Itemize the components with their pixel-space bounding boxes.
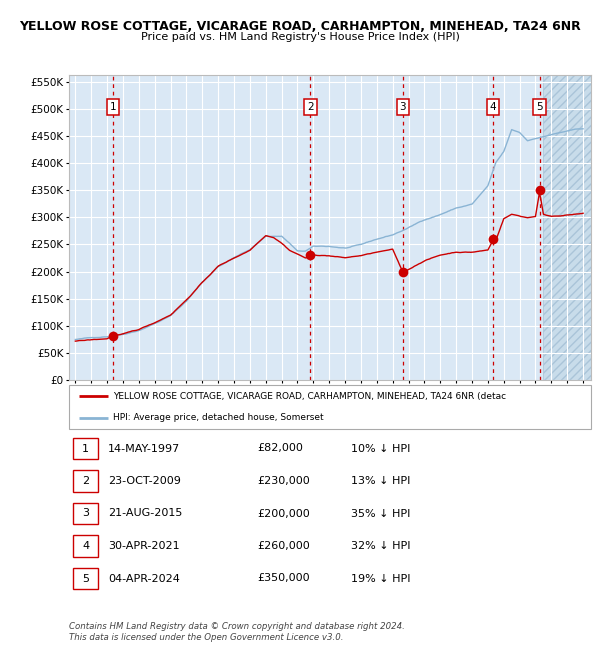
Text: 3: 3 bbox=[82, 508, 89, 519]
FancyBboxPatch shape bbox=[73, 471, 98, 491]
Text: 13% ↓ HPI: 13% ↓ HPI bbox=[351, 476, 410, 486]
FancyBboxPatch shape bbox=[73, 438, 98, 459]
Text: £82,000: £82,000 bbox=[257, 443, 303, 454]
Text: 4: 4 bbox=[82, 541, 89, 551]
Text: £230,000: £230,000 bbox=[257, 476, 310, 486]
Text: 32% ↓ HPI: 32% ↓ HPI bbox=[351, 541, 410, 551]
Text: 3: 3 bbox=[400, 102, 406, 112]
Text: 2: 2 bbox=[82, 476, 89, 486]
Bar bbox=[544, 75, 591, 380]
Text: 14-MAY-1997: 14-MAY-1997 bbox=[108, 443, 181, 454]
Text: 5: 5 bbox=[536, 102, 543, 112]
Text: 30-APR-2021: 30-APR-2021 bbox=[108, 541, 180, 551]
Text: Price paid vs. HM Land Registry's House Price Index (HPI): Price paid vs. HM Land Registry's House … bbox=[140, 32, 460, 42]
Text: 04-APR-2024: 04-APR-2024 bbox=[108, 573, 180, 584]
Text: 21-AUG-2015: 21-AUG-2015 bbox=[108, 508, 182, 519]
Text: £260,000: £260,000 bbox=[257, 541, 310, 551]
FancyBboxPatch shape bbox=[73, 568, 98, 589]
Text: 2: 2 bbox=[307, 102, 314, 112]
Text: 1: 1 bbox=[82, 443, 89, 454]
Text: 4: 4 bbox=[490, 102, 496, 112]
Text: 23-OCT-2009: 23-OCT-2009 bbox=[108, 476, 181, 486]
FancyBboxPatch shape bbox=[69, 385, 591, 429]
Text: £200,000: £200,000 bbox=[257, 508, 310, 519]
Text: YELLOW ROSE COTTAGE, VICARAGE ROAD, CARHAMPTON, MINEHEAD, TA24 6NR (detac: YELLOW ROSE COTTAGE, VICARAGE ROAD, CARH… bbox=[113, 392, 506, 401]
Text: 5: 5 bbox=[82, 573, 89, 584]
Text: 10% ↓ HPI: 10% ↓ HPI bbox=[351, 443, 410, 454]
Text: 35% ↓ HPI: 35% ↓ HPI bbox=[351, 508, 410, 519]
Text: HPI: Average price, detached house, Somerset: HPI: Average price, detached house, Some… bbox=[113, 413, 324, 423]
Text: 19% ↓ HPI: 19% ↓ HPI bbox=[351, 573, 410, 584]
Text: Contains HM Land Registry data © Crown copyright and database right 2024.
This d: Contains HM Land Registry data © Crown c… bbox=[69, 622, 405, 642]
FancyBboxPatch shape bbox=[73, 503, 98, 524]
Text: £350,000: £350,000 bbox=[257, 573, 310, 584]
FancyBboxPatch shape bbox=[73, 536, 98, 556]
Text: 1: 1 bbox=[110, 102, 116, 112]
Text: YELLOW ROSE COTTAGE, VICARAGE ROAD, CARHAMPTON, MINEHEAD, TA24 6NR: YELLOW ROSE COTTAGE, VICARAGE ROAD, CARH… bbox=[19, 20, 581, 32]
